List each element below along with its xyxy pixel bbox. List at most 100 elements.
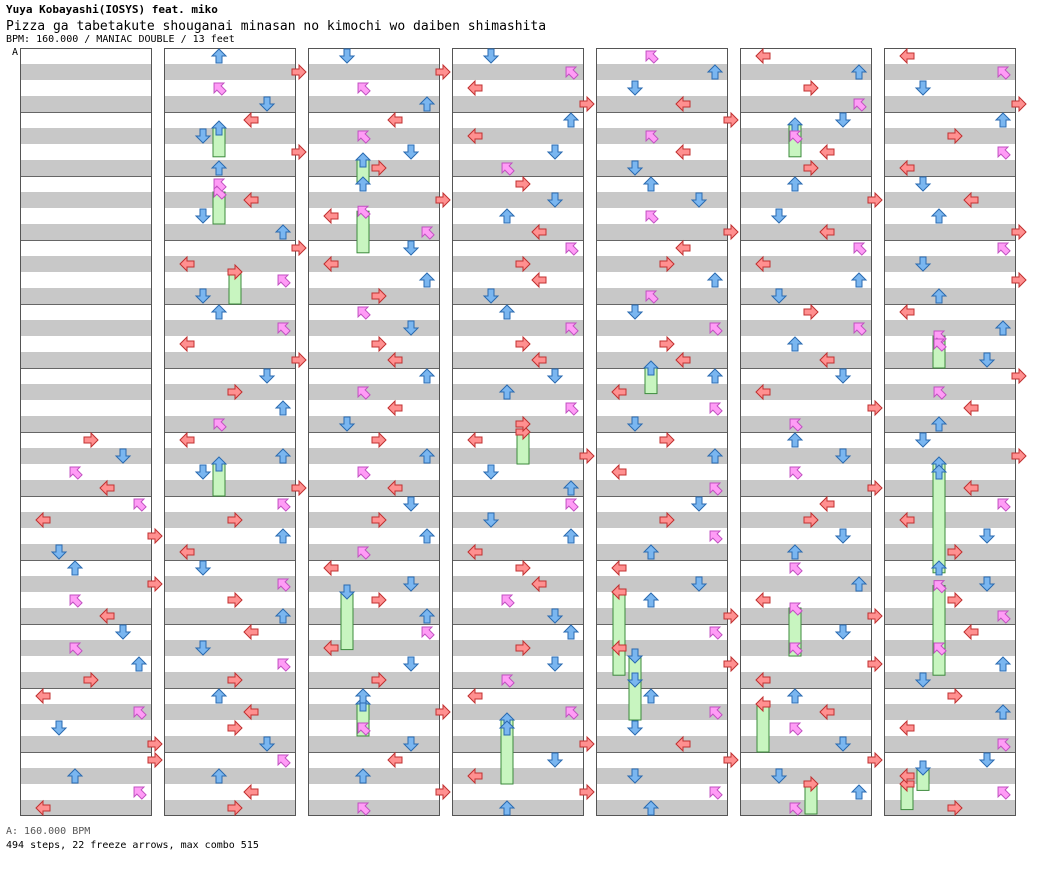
step-arrow bbox=[963, 399, 979, 417]
step-arrow bbox=[291, 63, 307, 81]
freeze-head bbox=[755, 695, 771, 713]
step-arrow bbox=[210, 768, 228, 784]
beat-band bbox=[596, 352, 728, 368]
step-arrow bbox=[467, 431, 483, 449]
step-arrow bbox=[99, 479, 115, 497]
chart-stats: 494 steps, 22 freeze arrows, max combo 5… bbox=[6, 840, 259, 851]
step-arrow bbox=[914, 432, 932, 448]
step-arrow bbox=[133, 498, 147, 512]
beat-band bbox=[20, 64, 152, 80]
step-arrow bbox=[611, 383, 627, 401]
step-arrow bbox=[994, 112, 1012, 128]
step-arrow bbox=[562, 528, 580, 544]
beat-band bbox=[164, 448, 296, 464]
step-arrow bbox=[531, 575, 547, 593]
step-arrow bbox=[899, 47, 915, 65]
song-artist: Yuya Kobayashi(IOSYS) feat. miko bbox=[6, 3, 218, 16]
bpm-legend: A: 160.000 BPM bbox=[6, 826, 91, 837]
step-arrow bbox=[482, 512, 500, 528]
step-arrow bbox=[1011, 271, 1027, 289]
step-arrow bbox=[565, 706, 579, 720]
step-arrow bbox=[853, 242, 867, 256]
step-arrow bbox=[66, 560, 84, 576]
beat-band bbox=[308, 800, 440, 816]
step-arrow bbox=[179, 335, 195, 353]
step-arrow bbox=[498, 384, 516, 400]
beat-band bbox=[164, 704, 296, 720]
measure-lines bbox=[20, 48, 1016, 816]
freeze-arrow bbox=[340, 591, 354, 651]
step-arrow bbox=[803, 159, 819, 177]
step-arrow bbox=[133, 786, 147, 800]
step-arrow bbox=[819, 703, 835, 721]
step-arrow bbox=[194, 288, 212, 304]
beat-band bbox=[20, 736, 152, 752]
step-arrow bbox=[323, 255, 339, 273]
step-arrow bbox=[277, 578, 291, 592]
step-arrow bbox=[709, 322, 723, 336]
step-arrow bbox=[243, 783, 259, 801]
beat-band bbox=[164, 192, 296, 208]
step-arrow bbox=[546, 656, 564, 672]
step-arrow bbox=[243, 623, 259, 641]
column-border bbox=[308, 48, 440, 816]
step-arrow bbox=[997, 66, 1011, 80]
freeze-head bbox=[338, 584, 356, 600]
beat-band bbox=[308, 64, 440, 80]
step-arrow bbox=[210, 688, 228, 704]
step-arrow bbox=[482, 464, 500, 480]
step-arrow bbox=[659, 511, 675, 529]
step-arrow bbox=[546, 368, 564, 384]
step-arrow bbox=[213, 178, 227, 192]
step-arrow bbox=[675, 143, 691, 161]
beat-band bbox=[164, 160, 296, 176]
step-arrow bbox=[565, 498, 579, 512]
column-border bbox=[596, 48, 728, 816]
step-arrow bbox=[69, 466, 83, 480]
step-arrow bbox=[770, 288, 788, 304]
step-arrow bbox=[323, 559, 339, 577]
beat-band bbox=[308, 128, 440, 144]
step-arrow bbox=[914, 672, 932, 688]
step-arrow bbox=[867, 607, 883, 625]
beat-band bbox=[740, 192, 872, 208]
beat-band bbox=[452, 288, 584, 304]
step-arrow bbox=[789, 642, 803, 656]
beat-band bbox=[308, 224, 440, 240]
step-arrow bbox=[562, 480, 580, 496]
step-arrow bbox=[1011, 367, 1027, 385]
step-arrow bbox=[179, 543, 195, 561]
freeze-head bbox=[227, 263, 243, 281]
step-arrow bbox=[867, 399, 883, 417]
step-arrow bbox=[179, 431, 195, 449]
beat-band bbox=[884, 288, 1016, 304]
step-arrow bbox=[770, 208, 788, 224]
step-arrow bbox=[626, 768, 644, 784]
step-arrow bbox=[675, 735, 691, 753]
beat-band bbox=[884, 512, 1016, 528]
step-arrow bbox=[291, 143, 307, 161]
step-arrow bbox=[834, 368, 852, 384]
beat-band bbox=[596, 768, 728, 784]
beat-band bbox=[884, 608, 1016, 624]
step-arrow bbox=[482, 288, 500, 304]
step-arrow bbox=[723, 223, 739, 241]
step-arrow bbox=[723, 111, 739, 129]
step-arrow bbox=[978, 528, 996, 544]
beat-band bbox=[596, 704, 728, 720]
beat-band bbox=[452, 704, 584, 720]
step-arrow bbox=[357, 802, 371, 816]
beat-band bbox=[20, 256, 152, 272]
step-arrow bbox=[789, 802, 803, 816]
beat-band bbox=[164, 576, 296, 592]
step-arrow bbox=[338, 48, 356, 64]
step-arrow bbox=[531, 223, 547, 241]
step-arrow bbox=[803, 79, 819, 97]
step-arrow bbox=[243, 111, 259, 129]
step-arrow bbox=[421, 226, 435, 240]
beat-band bbox=[740, 672, 872, 688]
step-arrow bbox=[914, 176, 932, 192]
beat-band bbox=[308, 768, 440, 784]
beat-band bbox=[20, 96, 152, 112]
step-arrow bbox=[642, 544, 660, 560]
